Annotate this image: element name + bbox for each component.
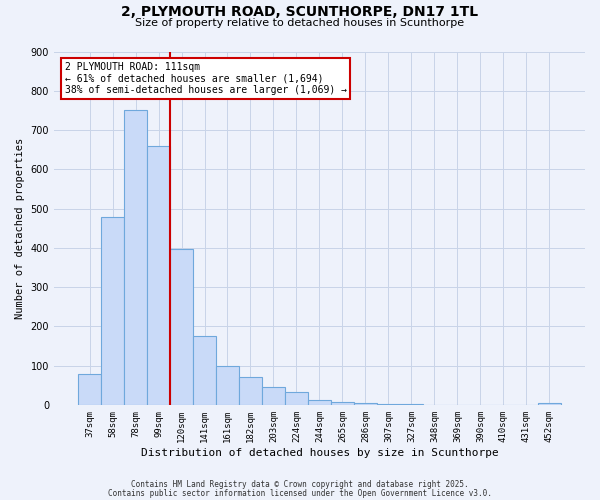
Text: Contains public sector information licensed under the Open Government Licence v3: Contains public sector information licen…: [108, 488, 492, 498]
Bar: [193, 336, 216, 405]
Bar: [239, 376, 262, 405]
Bar: [308, 400, 331, 405]
Bar: [216, 366, 239, 405]
Bar: [101, 217, 124, 405]
Bar: [331, 402, 354, 405]
Bar: [170, 248, 193, 405]
Text: Contains HM Land Registry data © Crown copyright and database right 2025.: Contains HM Land Registry data © Crown c…: [131, 480, 469, 489]
Y-axis label: Number of detached properties: Number of detached properties: [15, 138, 25, 319]
X-axis label: Distribution of detached houses by size in Scunthorpe: Distribution of detached houses by size …: [140, 448, 499, 458]
Bar: [147, 146, 170, 405]
Bar: [354, 404, 377, 405]
Bar: [78, 374, 101, 405]
Text: Size of property relative to detached houses in Scunthorpe: Size of property relative to detached ho…: [136, 18, 464, 28]
Text: 2 PLYMOUTH ROAD: 111sqm
← 61% of detached houses are smaller (1,694)
38% of semi: 2 PLYMOUTH ROAD: 111sqm ← 61% of detache…: [65, 62, 347, 96]
Bar: [538, 403, 561, 405]
Bar: [285, 392, 308, 405]
Bar: [377, 404, 400, 405]
Bar: [262, 387, 285, 405]
Text: 2, PLYMOUTH ROAD, SCUNTHORPE, DN17 1TL: 2, PLYMOUTH ROAD, SCUNTHORPE, DN17 1TL: [121, 5, 479, 19]
Bar: [124, 110, 147, 405]
